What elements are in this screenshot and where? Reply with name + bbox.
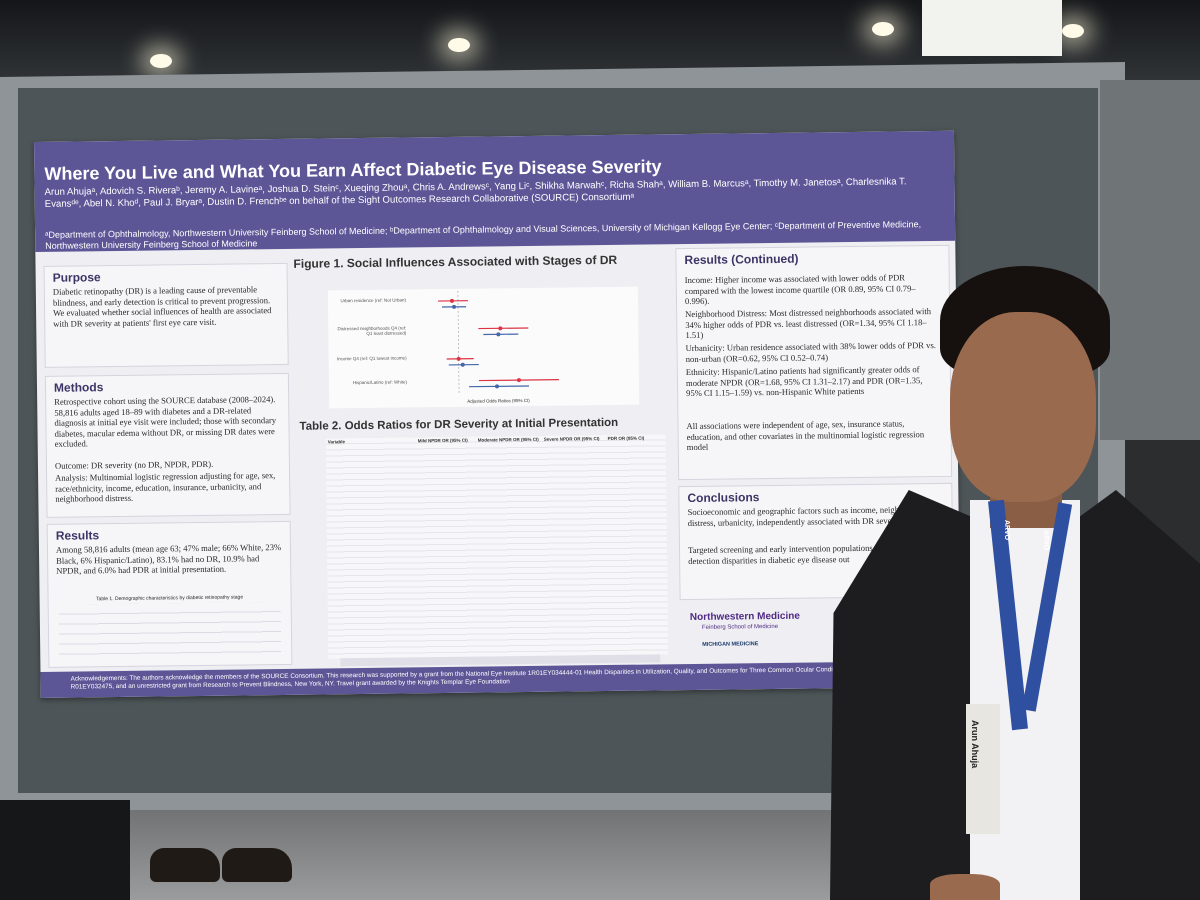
figure1-title: Figure 1. Social Influences Associated w… <box>293 252 618 271</box>
hanging-sign <box>922 0 1062 56</box>
table1-grid <box>58 602 282 661</box>
michigan-logo: MICHIGAN MEDICINE <box>702 641 759 648</box>
figure1-row-label: Distressed neighborhoods Q4 (ref: Q1 lea… <box>337 325 407 336</box>
purpose-section: Purpose Diabetic retinopathy (DR) is a l… <box>43 262 289 368</box>
table2-grid: Variable Mild NPDR OR (95% CI) Moderate … <box>325 434 669 659</box>
figure1-row-label: Hispanic/Latino (ref: White) <box>352 379 407 386</box>
hand <box>930 874 1000 900</box>
conclusions-heading: Conclusions <box>687 490 760 506</box>
jacket <box>1060 490 1200 900</box>
figure1-forest-plot <box>327 286 640 409</box>
passerby-legs <box>150 800 310 890</box>
face <box>950 312 1096 502</box>
figure1-xlabel: Adjusted Odds Ratios (95% CI) <box>467 397 530 404</box>
figure1-row-label: Urban residence (ref: Not Urban) <box>340 297 406 304</box>
ceiling-light <box>1062 24 1084 38</box>
results-heading: Results <box>55 528 100 543</box>
name-badge <box>966 704 1000 834</box>
ceiling-light <box>448 38 470 52</box>
table2-column-header: Severe NPDR OR (95% CI) <box>543 436 600 442</box>
results-section: Results Among 58,816 adults (mean age 63… <box>46 520 293 668</box>
methods-section: Methods Retrospective cohort using the S… <box>44 372 291 518</box>
research-poster: Where You Live and What You Earn Affect … <box>34 130 961 698</box>
methods-heading: Methods <box>53 380 104 395</box>
lanyard-text: ARVO <box>1003 520 1010 541</box>
lanyard-text: ARVO <box>1042 530 1049 551</box>
northwestern-logo: Northwestern Medicine <box>689 610 800 624</box>
methods-analysis: Analysis: Multinomial logistic regressio… <box>55 470 276 504</box>
table2-column-header: Moderate NPDR OR (95% CI) <box>477 436 539 443</box>
badge-name: Arun Ahuja <box>970 720 980 769</box>
table2-column-header: Mild NPDR OR (95% CI) <box>417 437 468 444</box>
methods-outcome: Outcome: DR severity (no DR, NPDR, PDR). <box>54 458 214 471</box>
chair <box>0 800 130 900</box>
poster-header: Where You Live and What You Earn Affect … <box>34 130 956 252</box>
table2-column-header: Variable <box>327 439 345 445</box>
ceiling-light <box>872 22 894 36</box>
presenter: ARVO ARVO Arun Ahuja <box>830 250 1200 900</box>
northwestern-logo-sub: Feinberg School of Medicine <box>701 623 779 631</box>
results-body: Among 58,816 adults (mean age 63; 47% ma… <box>55 542 282 576</box>
table2-column-header: PDR OR (95% CI) <box>607 435 645 442</box>
methods-body: Retrospective cohort using the SOURCE da… <box>54 394 277 450</box>
purpose-heading: Purpose <box>52 270 101 285</box>
ceiling-light <box>150 54 172 68</box>
figure1-row-label: Income Q4 (ref: Q1 lowest income) <box>336 355 407 362</box>
adjacent-board <box>1100 80 1200 440</box>
purpose-body: Diabetic retinopathy (DR) is a leading c… <box>52 284 272 329</box>
acknowledgements-text: Acknowledgements: The authors acknowledg… <box>70 665 924 691</box>
table2-title: Table 2. Odds Ratios for DR Severity at … <box>299 416 619 433</box>
results-continued-heading: Results (Continued) <box>684 251 799 268</box>
